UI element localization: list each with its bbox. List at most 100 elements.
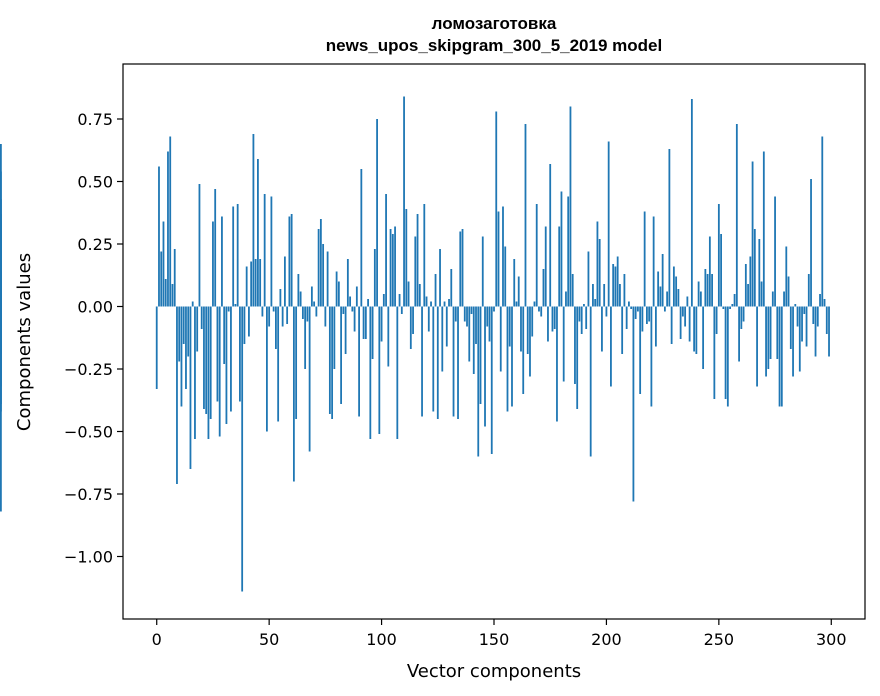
bar (364, 306, 367, 339)
bar (423, 204, 426, 307)
bar (495, 111, 498, 307)
bar (326, 251, 329, 307)
bar (472, 306, 475, 374)
bar (670, 306, 673, 344)
bar (418, 284, 421, 307)
bar (479, 306, 482, 404)
bar (583, 304, 585, 307)
bar (551, 306, 554, 332)
bar (239, 306, 241, 402)
bar (819, 294, 821, 307)
bar (457, 306, 459, 419)
bar (637, 306, 639, 312)
bar (477, 306, 480, 457)
bar (778, 306, 781, 407)
bar (578, 306, 581, 322)
bar (506, 306, 509, 412)
bar (0, 306, 2, 412)
y-tick-label: −0.50 (64, 423, 113, 442)
bar (443, 301, 446, 307)
bar (378, 306, 381, 434)
bar (607, 141, 610, 307)
bar (756, 306, 758, 387)
bar (544, 226, 547, 307)
bar (432, 306, 435, 412)
bar (601, 306, 603, 352)
bar (346, 259, 349, 307)
bar (765, 306, 767, 377)
bar (785, 246, 788, 307)
bar (380, 306, 383, 342)
bar (628, 301, 630, 307)
bar (463, 306, 466, 322)
bar (232, 206, 235, 307)
bar (569, 106, 572, 307)
bar (529, 306, 531, 377)
bar (713, 306, 716, 399)
bar (353, 306, 356, 332)
bar (486, 306, 489, 327)
bar (194, 306, 196, 439)
bar (371, 306, 374, 359)
bar (535, 204, 538, 307)
bar (227, 306, 230, 312)
bar (335, 271, 338, 307)
bar (214, 189, 217, 307)
bar (248, 306, 250, 337)
bar (749, 256, 752, 307)
bar-series (0, 96, 830, 592)
bar (699, 291, 702, 307)
bar (648, 306, 651, 322)
x-tick-label: 250 (704, 630, 735, 649)
bar (708, 236, 711, 307)
bar (580, 306, 583, 334)
bar (515, 301, 518, 307)
bar (207, 306, 210, 439)
bar (504, 246, 507, 307)
bar (403, 96, 405, 307)
bar (663, 306, 666, 312)
bar (614, 266, 617, 307)
bar (173, 249, 176, 307)
bar (297, 274, 300, 307)
bar (216, 306, 219, 402)
bar (542, 269, 545, 307)
bar (697, 281, 700, 307)
bar (650, 306, 653, 407)
bar (571, 274, 574, 307)
bar (825, 306, 828, 334)
bar (176, 306, 178, 484)
bar (801, 306, 803, 342)
bar (484, 306, 486, 427)
bar (641, 306, 644, 332)
bar (639, 306, 642, 394)
bar (810, 179, 812, 307)
bar (288, 216, 291, 307)
chart-subtitle: news_upos_skipgram_300_5_2019 model (326, 36, 662, 55)
bar (409, 306, 412, 349)
bar (0, 271, 2, 307)
plot-frame (122, 63, 866, 620)
bar (533, 301, 536, 307)
bar (351, 306, 354, 312)
bar (558, 226, 561, 307)
bar (616, 256, 619, 307)
bar (236, 204, 239, 307)
x-tick-label: 50 (259, 630, 279, 649)
bar (726, 306, 729, 407)
bar (657, 271, 660, 307)
bar (751, 161, 754, 307)
bar (169, 136, 172, 307)
bar (549, 164, 552, 307)
bar (789, 306, 792, 349)
bar (459, 231, 462, 307)
bar (164, 279, 167, 307)
bar (434, 274, 437, 307)
bar (488, 306, 491, 342)
bar (292, 306, 295, 482)
bar (511, 306, 513, 407)
bar (268, 306, 271, 327)
bar (299, 291, 302, 307)
bar (679, 306, 682, 339)
x-tick-label: 300 (816, 630, 847, 649)
